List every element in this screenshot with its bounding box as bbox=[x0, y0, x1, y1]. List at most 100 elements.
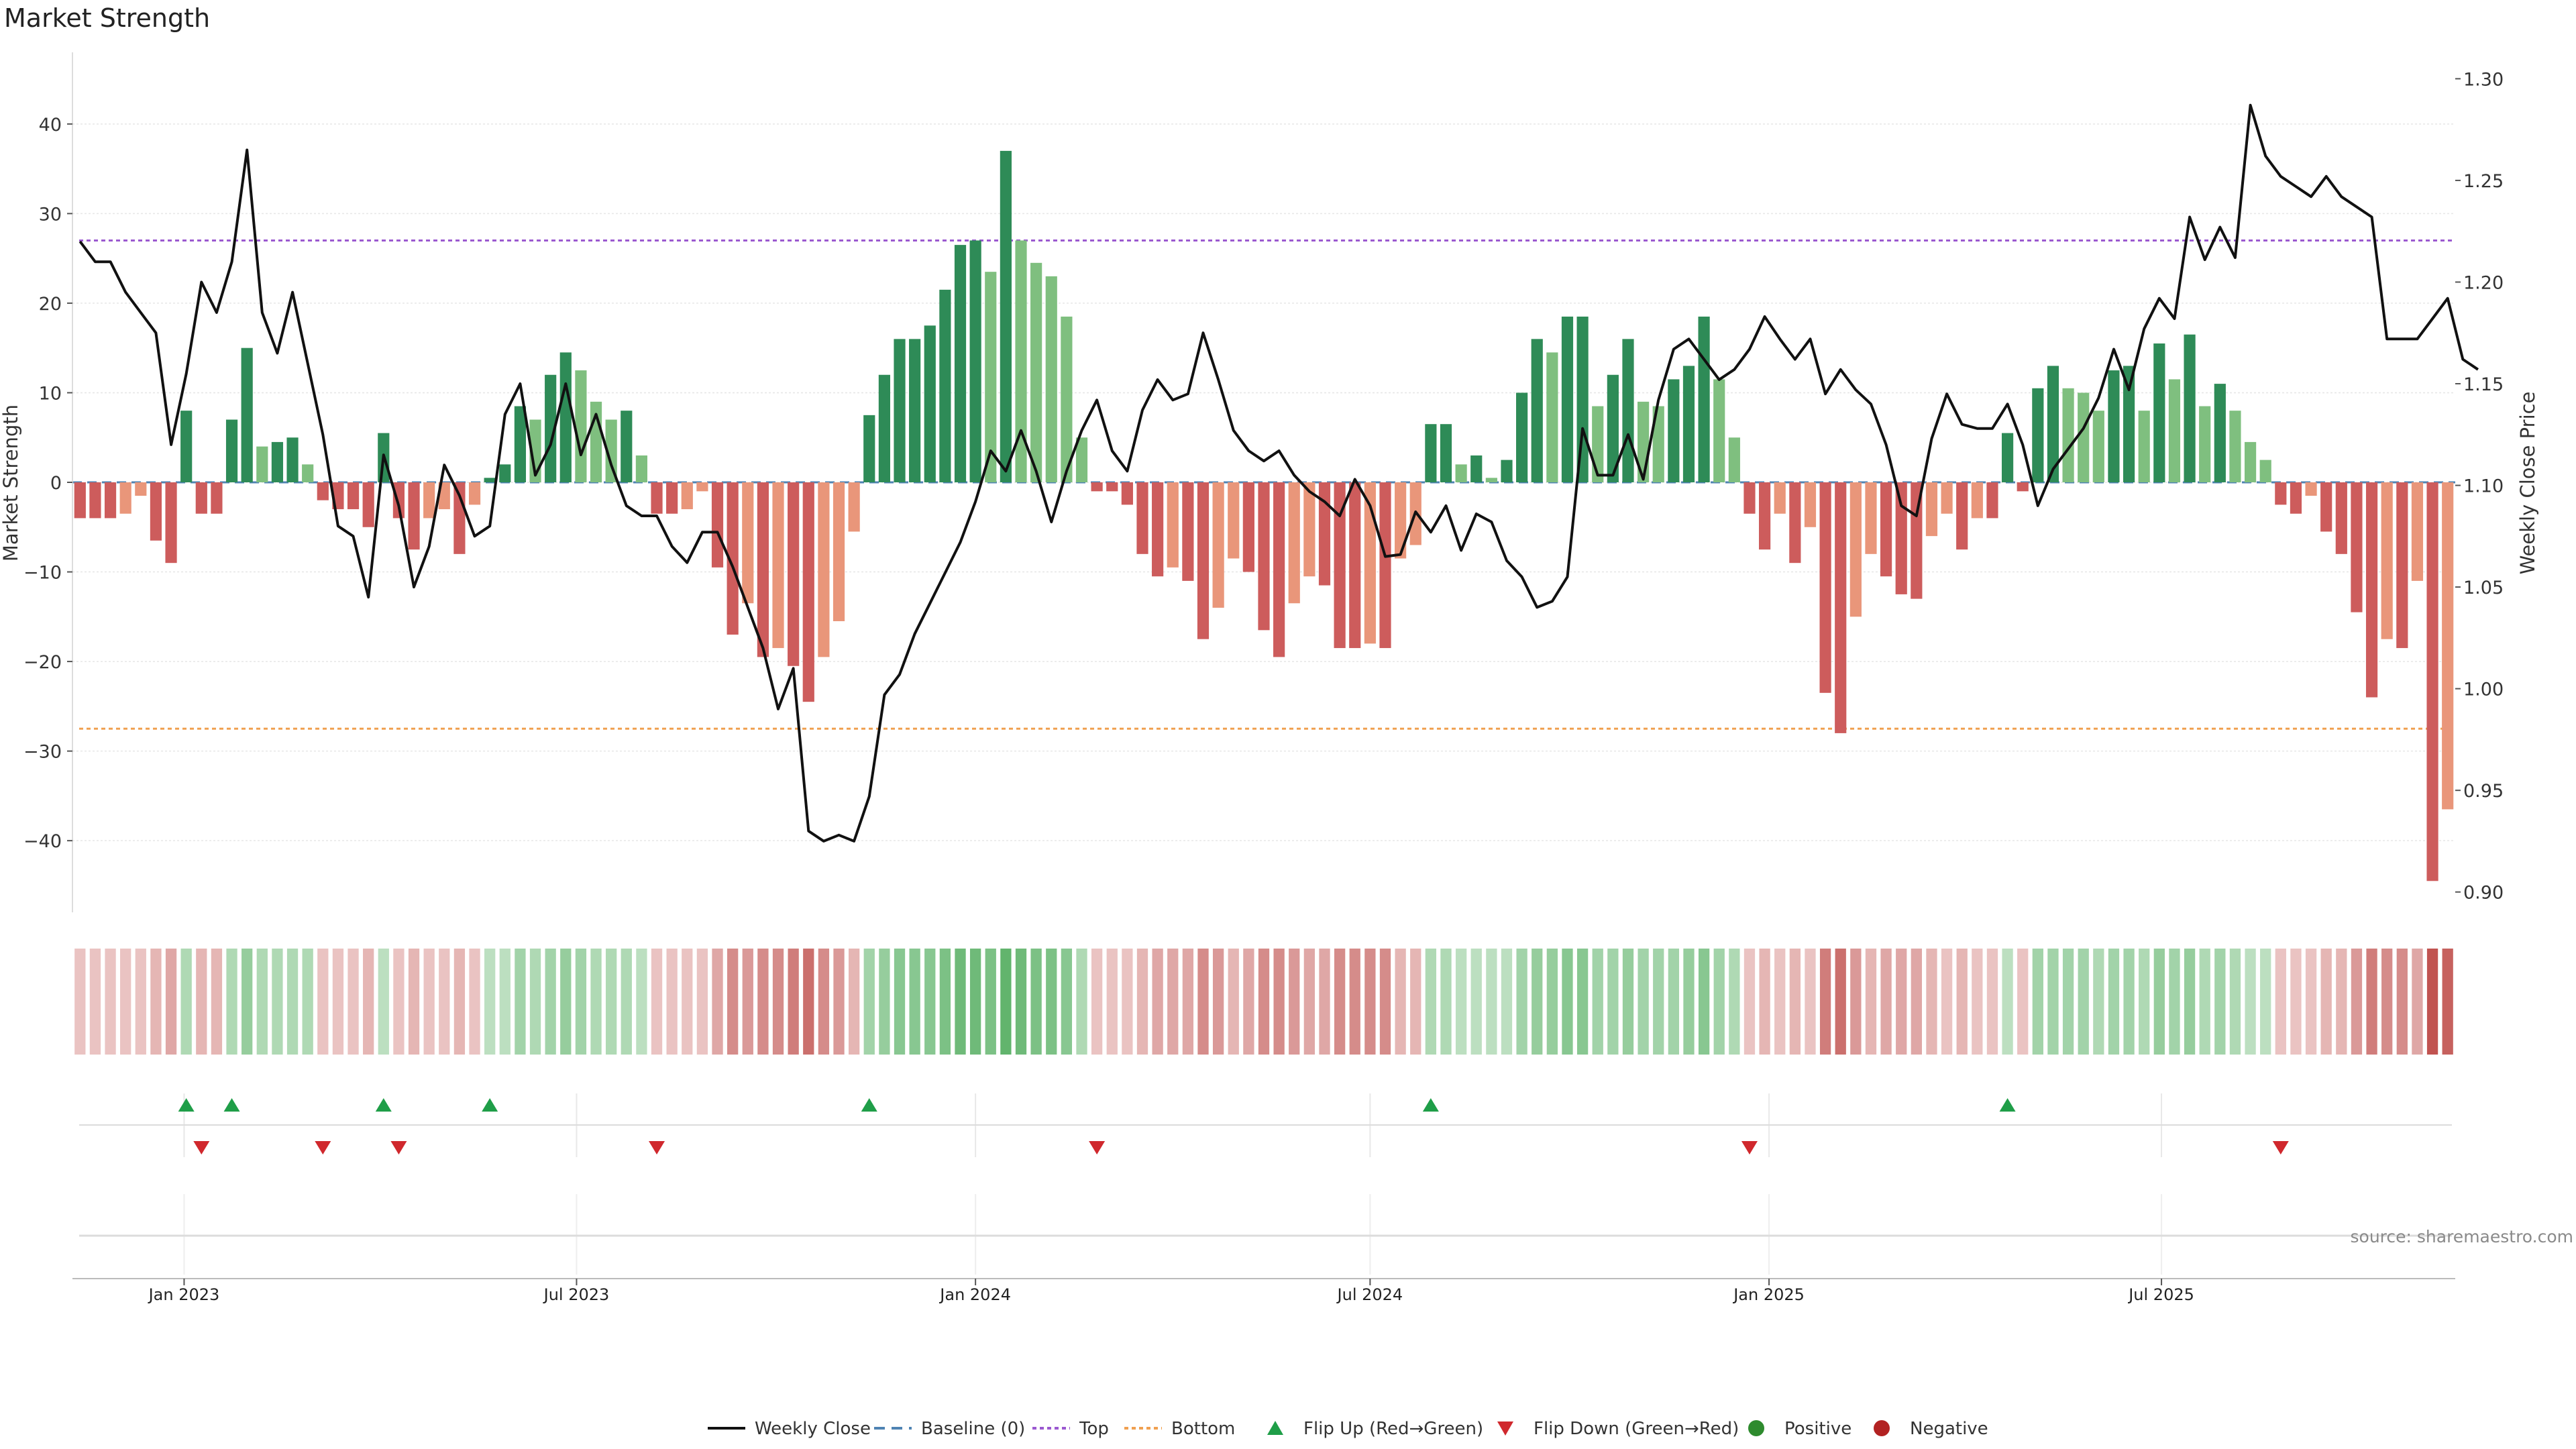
heatmap-cell bbox=[1319, 949, 1330, 1055]
heatmap-cell bbox=[2305, 949, 2317, 1055]
strength-bar bbox=[1349, 482, 1361, 649]
strength-bar bbox=[1865, 482, 1877, 554]
heatmap-cell bbox=[1638, 949, 1649, 1055]
strength-bar bbox=[1136, 482, 1148, 554]
heatmap-cell bbox=[2214, 949, 2226, 1055]
strength-bar bbox=[2108, 370, 2120, 482]
heatmap-cell bbox=[1896, 949, 1907, 1055]
x-tick-label: Jan 2025 bbox=[1732, 1285, 1805, 1304]
heatmap-cell bbox=[1000, 949, 1012, 1055]
strength-bar bbox=[2092, 411, 2104, 482]
strength-bar bbox=[2396, 482, 2408, 649]
right-axis-ticks: 1.30 1.25 1.20 1.15 1.10 1.05 1.00 0.95 0.90 bbox=[2455, 69, 2504, 904]
heatmap-cell bbox=[1212, 949, 1224, 1055]
flip-down-marker bbox=[2272, 1141, 2289, 1155]
legend-item-label: Positive bbox=[1784, 1419, 1851, 1439]
heatmap-cell bbox=[1228, 949, 1239, 1055]
strength-bar bbox=[89, 482, 101, 519]
left-tick-label: −40 bbox=[23, 831, 62, 852]
legend-item-label: Bottom bbox=[1171, 1419, 1235, 1439]
strength-bar bbox=[302, 464, 314, 482]
strength-bar bbox=[742, 482, 754, 604]
strength-bar bbox=[1121, 482, 1133, 505]
strength-bar bbox=[1607, 374, 1619, 482]
heatmap-cell bbox=[939, 949, 951, 1055]
heatmap-cell bbox=[2381, 949, 2393, 1055]
strength-bar bbox=[1242, 482, 1254, 572]
strength-bar bbox=[1455, 464, 1467, 482]
heatmap-cell bbox=[2002, 949, 2013, 1055]
heatmap-cell bbox=[515, 949, 526, 1055]
strength-bar bbox=[1182, 482, 1194, 581]
heatmap-cell bbox=[408, 949, 420, 1055]
heatmap-cell bbox=[909, 949, 920, 1055]
heatmap-cell bbox=[2396, 949, 2408, 1055]
heatmap-cell bbox=[1592, 949, 1603, 1055]
heatmap-cell bbox=[1759, 949, 1770, 1055]
strength-bar bbox=[1592, 406, 1604, 482]
heatmap-cell bbox=[757, 949, 769, 1055]
strength-bar bbox=[2078, 392, 2090, 482]
heatmap-cell bbox=[1258, 949, 1270, 1055]
heatmap-cell bbox=[2108, 949, 2120, 1055]
strength-bar bbox=[863, 415, 875, 482]
right-tick-label: 1.10 bbox=[2463, 476, 2504, 497]
strength-bar bbox=[2305, 482, 2317, 496]
heatmap-cell bbox=[439, 949, 450, 1055]
flip-markers-panel bbox=[79, 1093, 2452, 1157]
heatmap-cell bbox=[1805, 949, 1816, 1055]
heatmap-cell bbox=[682, 949, 693, 1055]
heatmap-cell bbox=[241, 949, 253, 1055]
strength-bar bbox=[256, 446, 268, 482]
strength-bar bbox=[2320, 482, 2332, 532]
legend-negative-symbol bbox=[1874, 1420, 1890, 1436]
heatmap-cell bbox=[1956, 949, 1968, 1055]
left-tick-label: 20 bbox=[39, 294, 62, 315]
heatmap-cell bbox=[1349, 949, 1360, 1055]
strength-bar bbox=[1668, 379, 1680, 482]
strength-bar bbox=[711, 482, 724, 568]
strength-bar bbox=[1152, 482, 1164, 577]
heatmap-cell bbox=[1653, 949, 1664, 1055]
heatmap-cell bbox=[1122, 949, 1133, 1055]
strength-bar bbox=[286, 437, 299, 482]
strength-bar bbox=[954, 245, 967, 482]
strength-bar bbox=[271, 441, 284, 482]
flip-down-marker bbox=[1089, 1141, 1106, 1155]
heatmap-cell bbox=[2169, 949, 2180, 1055]
strength-bar bbox=[1789, 482, 1801, 564]
heatmap-cell bbox=[590, 949, 602, 1055]
strength-bar bbox=[1561, 316, 1574, 482]
x-tick-label: Jan 2024 bbox=[938, 1285, 1011, 1304]
heatmap-cell bbox=[2047, 949, 2059, 1055]
heatmap-cell bbox=[2275, 949, 2286, 1055]
strength-heatmap-strip bbox=[74, 949, 2453, 1055]
heatmap-cell bbox=[1576, 949, 1589, 1055]
strength-bar bbox=[1925, 482, 1938, 537]
heatmap-cell bbox=[1243, 949, 1254, 1055]
heatmap-cell bbox=[1743, 949, 1756, 1055]
heatmap-cell bbox=[211, 949, 223, 1055]
left-tick-label: 30 bbox=[39, 204, 62, 225]
heatmap-cell bbox=[165, 949, 177, 1055]
heatmap-cell bbox=[347, 949, 359, 1055]
heatmap-cell bbox=[226, 949, 237, 1055]
strength-bar bbox=[1895, 482, 1907, 594]
heatmap-cell bbox=[499, 949, 511, 1055]
legend-item-label: Flip Up (Red→Green) bbox=[1303, 1419, 1483, 1439]
strength-bar bbox=[909, 339, 921, 482]
strength-bar bbox=[2123, 366, 2135, 482]
heatmap-cell bbox=[955, 949, 966, 1055]
heatmap-cell bbox=[1015, 949, 1027, 1055]
strength-bar bbox=[1395, 482, 1407, 559]
x-tick-label: Jul 2025 bbox=[2127, 1285, 2194, 1304]
legend-item-label: Baseline (0) bbox=[921, 1419, 1025, 1439]
heatmap-cell bbox=[1197, 949, 1209, 1055]
heatmap-cell bbox=[924, 949, 936, 1055]
strength-bar bbox=[180, 411, 193, 482]
strength-bar bbox=[1288, 482, 1300, 604]
heatmap-cell bbox=[1136, 949, 1148, 1055]
strength-bar bbox=[681, 482, 693, 510]
strength-bar bbox=[924, 325, 936, 482]
heatmap-cell bbox=[1729, 949, 1740, 1055]
